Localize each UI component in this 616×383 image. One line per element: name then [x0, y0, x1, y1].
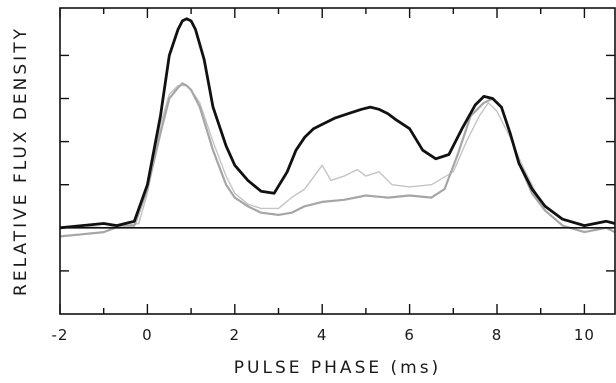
- x-tick-label: 8: [492, 326, 503, 344]
- x-axis-title: PULSE PHASE (ms): [234, 358, 441, 378]
- x-tick-label: -2: [52, 326, 69, 344]
- series-line-3: [59, 84, 616, 229]
- tick-layer: -2 0 2 4 6 8 10: [52, 8, 615, 344]
- x-tick-label: 10: [574, 326, 595, 344]
- x-tick-label: 4: [317, 326, 328, 344]
- x-tick-label: 6: [404, 326, 415, 344]
- x-tick-label: 0: [142, 326, 153, 344]
- series-layer: [59, 17, 616, 238]
- plot-frame: [59, 7, 616, 315]
- series-line-1: [59, 17, 616, 230]
- x-tick-label: 2: [230, 326, 241, 344]
- y-axis-title: RELATIVE FLUX DENSITY: [11, 26, 31, 296]
